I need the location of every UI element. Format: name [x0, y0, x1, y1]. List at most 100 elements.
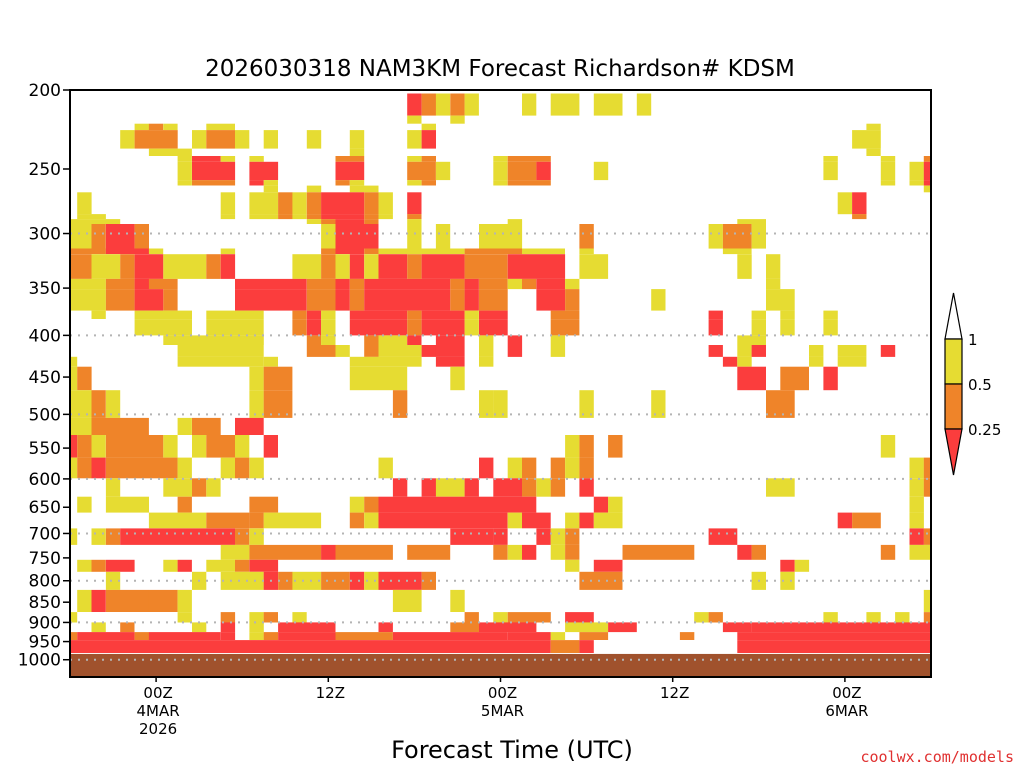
- heatmap-cell: [622, 544, 695, 560]
- heatmap-cell: [364, 289, 451, 311]
- heatmap-cell: [105, 478, 121, 497]
- heatmap-cell: [507, 254, 566, 279]
- heatmap-cell: [407, 335, 422, 345]
- heatmap-cell: [866, 612, 881, 623]
- y-tick-label: 650: [29, 498, 61, 518]
- heatmap-cell: [593, 559, 623, 572]
- heatmap-cell: [91, 417, 149, 435]
- heatmap-cell: [105, 589, 149, 612]
- heatmap-cell: [809, 356, 824, 367]
- heatmap-cell: [349, 310, 408, 319]
- heatmap-cell: [220, 254, 236, 279]
- heatmap-cell: [378, 335, 408, 345]
- heatmap-cell: [708, 224, 723, 249]
- heatmap-cell: [794, 559, 810, 572]
- heatmap-cell: [450, 115, 465, 124]
- heatmap-cell: [77, 496, 92, 513]
- heatmap-cell: [220, 622, 236, 633]
- x-tick-label: 00Z: [488, 684, 517, 702]
- heatmap-cell: [105, 528, 121, 545]
- heatmap-cell: [292, 214, 307, 220]
- heatmap-cell: [364, 512, 379, 529]
- heatmap-cell: [364, 219, 379, 224]
- heatmap-cell: [766, 289, 795, 311]
- y-tick-label: 950: [29, 633, 61, 653]
- heatmap-cell: [206, 130, 235, 149]
- heatmap-cell: [177, 156, 192, 162]
- heatmap-cell: [679, 632, 695, 640]
- heatmap-cell: [751, 544, 766, 560]
- heatmap-cell: [220, 612, 236, 623]
- heatmap-cell: [579, 478, 594, 497]
- heatmap-cell: [407, 310, 422, 319]
- heatmap-cell: [507, 156, 551, 162]
- heatmap-cell: [550, 528, 566, 545]
- heatmap-cell: [364, 248, 379, 255]
- heatmap-cell: [306, 130, 322, 149]
- heatmap-cell: [105, 278, 135, 290]
- heatmap-cell: [70, 390, 92, 418]
- heatmap-cell: [550, 335, 566, 345]
- heatmap-cell: [766, 390, 795, 418]
- heatmap-cell: [565, 457, 580, 479]
- heatmap-cell: [163, 335, 264, 345]
- heatmap-cell: [923, 185, 931, 193]
- heatmap-cell: [565, 622, 609, 633]
- heatmap-cell: [335, 224, 379, 249]
- heatmap-cell: [192, 156, 221, 162]
- heatmap-cell: [263, 366, 293, 391]
- y-tick-label: 750: [29, 549, 61, 569]
- heatmap-cell: [292, 571, 322, 590]
- heatmap-cell: [493, 390, 508, 418]
- heatmap-cell: [70, 278, 106, 290]
- colorbar-label: 1: [968, 331, 978, 349]
- y-tick-label: 450: [29, 368, 61, 388]
- heatmap-cell: [378, 457, 393, 479]
- heatmap-cell: [77, 589, 92, 612]
- heatmap-cell: [220, 544, 250, 560]
- heatmap-cell: [895, 612, 910, 623]
- heatmap-cell: [105, 224, 135, 249]
- heatmap-cell: [335, 345, 350, 357]
- heatmap-cell: [91, 622, 106, 633]
- heatmap-cell: [70, 289, 106, 311]
- heatmap-cell: [809, 345, 824, 357]
- x-tick-label: 00Z: [143, 684, 172, 702]
- heatmap-cell: [464, 289, 479, 311]
- heatmap-cell: [479, 390, 494, 418]
- heatmap-cell: [292, 310, 307, 319]
- heatmap-cell: [134, 278, 149, 290]
- heatmap-cell: [148, 512, 207, 529]
- heatmap-cell: [550, 640, 580, 653]
- heatmap-cell: [479, 622, 537, 633]
- heatmap-cell: [220, 571, 264, 590]
- heatmap-cell: [378, 345, 422, 357]
- heatmap-cell: [751, 310, 766, 319]
- heatmap-cell: [766, 478, 795, 497]
- heatmap-cell: [421, 180, 436, 186]
- heatmap-cell: [421, 254, 465, 279]
- heatmap-cell: [77, 214, 106, 220]
- heatmap-cell: [866, 123, 881, 131]
- heatmap-cell: [220, 457, 236, 479]
- heatmap-cell: [177, 612, 192, 623]
- heatmap-cell: [235, 528, 250, 545]
- heatmap-cell: [464, 93, 479, 116]
- heatmap-cell: [780, 310, 795, 319]
- heatmap-cell: [651, 289, 666, 311]
- heatmap-cell: [507, 612, 551, 623]
- heatmap-cell: [177, 559, 192, 572]
- heatmap-cell: [292, 612, 307, 623]
- y-tick-label: 400: [29, 326, 61, 346]
- heatmap-cell: [177, 417, 192, 435]
- heatmap-cell: [278, 571, 293, 590]
- heatmap-cell: [364, 571, 379, 590]
- heatmap-cell: [435, 478, 465, 497]
- heatmap-cell: [479, 289, 508, 311]
- heatmap-cell: [579, 390, 594, 418]
- heatmap-cell: [880, 345, 896, 357]
- heatmap-cell: [91, 435, 106, 458]
- heatmap-cell: [278, 622, 336, 633]
- heatmap-cell: [306, 345, 336, 357]
- heatmap-cell: [407, 219, 422, 224]
